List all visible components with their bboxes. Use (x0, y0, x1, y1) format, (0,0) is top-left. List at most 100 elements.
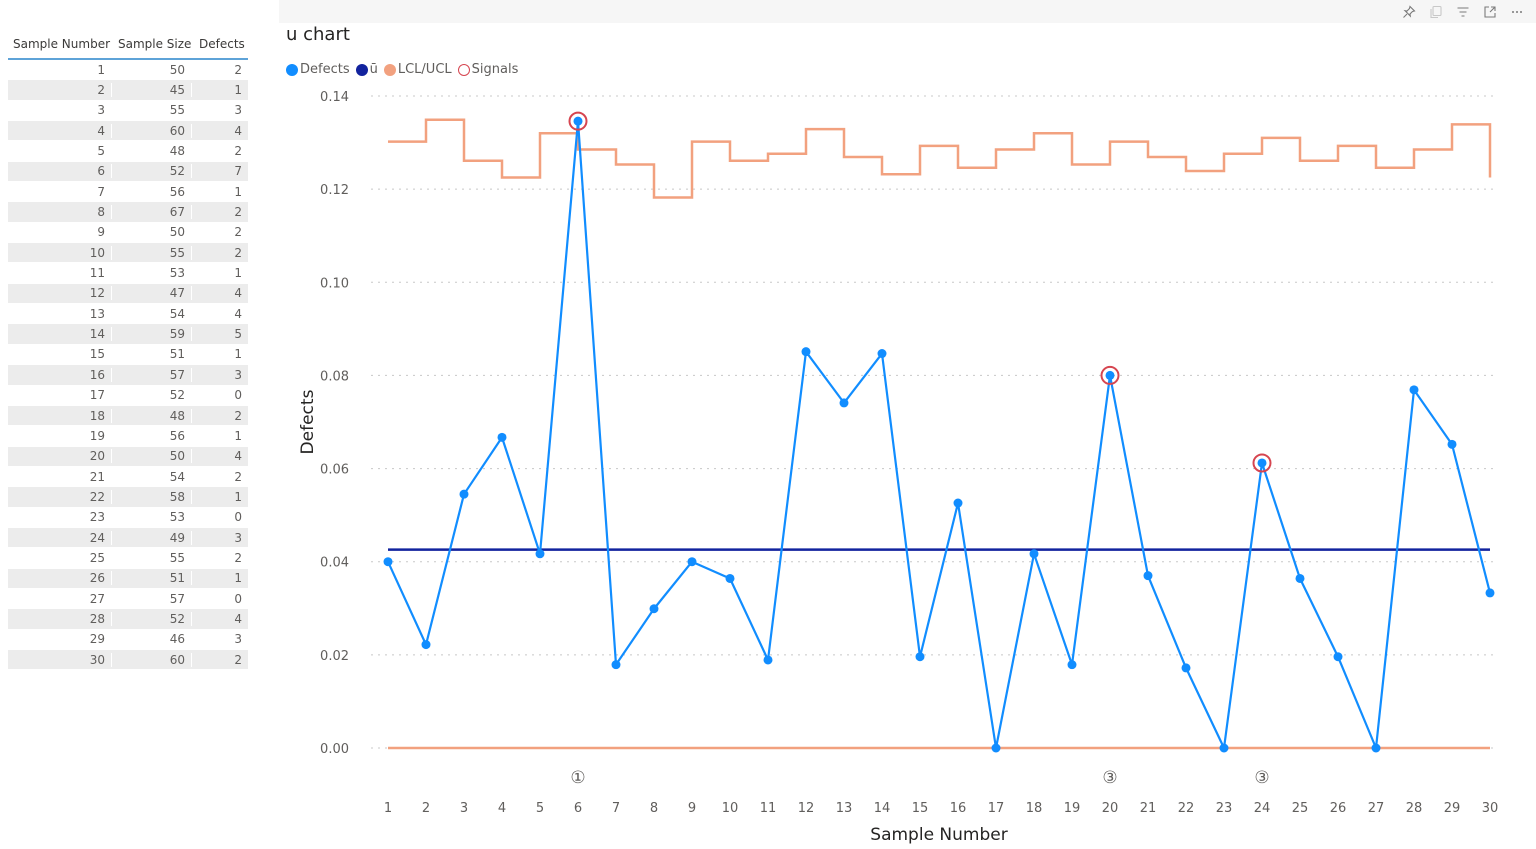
column-header-sample-number[interactable]: Sample Number (13, 37, 111, 51)
data-point[interactable] (1295, 573, 1305, 583)
defects-line[interactable] (387, 120, 1492, 750)
data-point[interactable] (497, 432, 507, 442)
data-table: Sample Number Sample Size Defects 1 50 2 2 4… (8, 30, 248, 671)
x-tick-label: 16 (950, 801, 967, 816)
data-point[interactable] (1143, 571, 1153, 581)
legend-item-limits[interactable]: LCL/UCL (383, 62, 452, 77)
data-point[interactable] (383, 557, 393, 567)
data-point[interactable] (421, 640, 431, 650)
copy-icon[interactable] (1427, 3, 1445, 21)
table-row[interactable]: 28 52 4 (8, 609, 248, 630)
data-point[interactable] (1371, 743, 1381, 753)
table-row[interactable]: 21 54 2 (8, 467, 248, 488)
cell-defects: 3 (234, 530, 242, 545)
x-tick-label: 20 (1102, 801, 1119, 816)
cell-sample-size: 56 (112, 184, 192, 199)
table-row[interactable]: 27 57 0 (8, 589, 248, 610)
table-row[interactable]: 9 50 2 (8, 223, 248, 244)
table-row[interactable]: 19 56 1 (8, 426, 248, 447)
data-point[interactable] (1333, 652, 1343, 662)
y-axis-title: Defects (298, 389, 318, 454)
table-row[interactable]: 25 55 2 (8, 548, 248, 569)
table-row[interactable]: 24 49 3 (8, 527, 248, 549)
column-header-defects[interactable]: Defects (199, 37, 245, 51)
table-row[interactable]: 29 46 3 (8, 630, 248, 650)
cell-sample-size: 53 (112, 510, 192, 525)
chart-title: u chart (286, 24, 350, 45)
data-point[interactable] (611, 660, 621, 670)
table-row[interactable]: 23 53 0 (8, 508, 248, 528)
table-row[interactable]: 2 45 1 (8, 80, 248, 101)
data-point[interactable] (839, 398, 849, 408)
table-row[interactable]: 4 60 4 (8, 121, 248, 142)
data-point[interactable] (1447, 439, 1457, 449)
data-point[interactable] (763, 655, 773, 665)
data-point[interactable] (1181, 663, 1191, 673)
table-row[interactable]: 20 50 4 (8, 446, 248, 467)
table-row[interactable]: 30 60 2 (8, 649, 248, 671)
legend-item-defects[interactable]: Defects (286, 62, 350, 77)
legend-item-signals[interactable]: Signals (457, 62, 519, 77)
signal-ring[interactable] (1100, 365, 1120, 385)
cell-sample-number: 8 (8, 205, 112, 220)
table-row[interactable]: 17 52 0 (8, 386, 248, 406)
u-chart-visual[interactable]: 0.00 0.02 0.04 0.06 0.08 0.10 0.12 0.14 1 2 3 4 5 6 7 8… (279, 0, 1536, 849)
table-row[interactable]: 26 51 1 (8, 568, 248, 589)
table-row[interactable]: 11 53 1 (8, 263, 248, 284)
filter-icon[interactable] (1454, 3, 1472, 21)
data-point[interactable] (801, 347, 811, 357)
cell-sample-number: 4 (8, 123, 112, 138)
signal-ring[interactable] (1252, 453, 1272, 473)
table-row[interactable]: 5 48 2 (8, 141, 248, 162)
table-row[interactable]: 8 67 2 (8, 202, 248, 223)
column-header-sample-size[interactable]: Sample Size (118, 37, 192, 51)
data-point[interactable] (1029, 549, 1039, 559)
x-tick-label: 12 (798, 801, 815, 816)
x-axis-title: Sample Number (870, 825, 1007, 845)
data-point[interactable] (877, 349, 887, 359)
data-point[interactable] (459, 489, 469, 499)
ucl-line[interactable] (388, 118, 1492, 199)
table-row[interactable]: 22 58 1 (8, 487, 248, 508)
table-row[interactable]: 13 54 4 (8, 304, 248, 325)
cell-sample-size: 57 (112, 591, 192, 606)
data-point[interactable] (687, 557, 697, 567)
table-row[interactable]: 7 56 1 (8, 182, 248, 203)
data-point[interactable] (649, 604, 659, 614)
table-row[interactable]: 16 57 3 (8, 365, 248, 386)
x-tick-label: 25 (1292, 801, 1309, 816)
data-point[interactable] (1067, 660, 1077, 670)
data-point[interactable] (991, 743, 1001, 753)
table-row[interactable]: 3 55 3 (8, 101, 248, 122)
legend-label-signals: Signals (471, 62, 519, 77)
cell-defects: 4 (234, 286, 242, 301)
x-tick-label: 30 (1482, 801, 1499, 816)
table-row[interactable]: 6 52 7 (8, 161, 248, 183)
legend-item-ubar[interactable]: ū (355, 62, 378, 77)
table-row[interactable]: 15 51 1 (8, 345, 248, 366)
signal-ring[interactable] (568, 111, 588, 131)
data-point[interactable] (953, 498, 963, 508)
data-point[interactable] (1409, 385, 1419, 395)
table-row[interactable]: 1 50 2 (8, 60, 248, 81)
data-point[interactable] (573, 116, 583, 126)
data-point[interactable] (725, 573, 735, 583)
more-options-icon[interactable] (1508, 3, 1526, 21)
cell-defects: 1 (234, 266, 242, 281)
pin-icon[interactable] (1400, 3, 1418, 21)
table-row[interactable]: 12 47 4 (8, 283, 248, 305)
table-row[interactable]: 18 48 2 (8, 405, 248, 427)
data-point[interactable] (1219, 743, 1229, 753)
data-point[interactable] (915, 652, 925, 662)
table-row[interactable]: 14 59 5 (8, 324, 248, 345)
data-point[interactable] (535, 549, 545, 559)
focus-mode-icon[interactable] (1481, 3, 1499, 21)
cell-sample-number: 6 (8, 164, 112, 179)
cell-sample-size: 55 (112, 103, 192, 118)
data-point[interactable] (1105, 370, 1115, 380)
table-row[interactable]: 10 55 2 (8, 243, 248, 264)
data-point[interactable] (1485, 588, 1495, 598)
cell-defects: 1 (234, 184, 242, 199)
data-point[interactable] (1257, 458, 1267, 468)
cell-sample-size: 46 (112, 632, 192, 647)
